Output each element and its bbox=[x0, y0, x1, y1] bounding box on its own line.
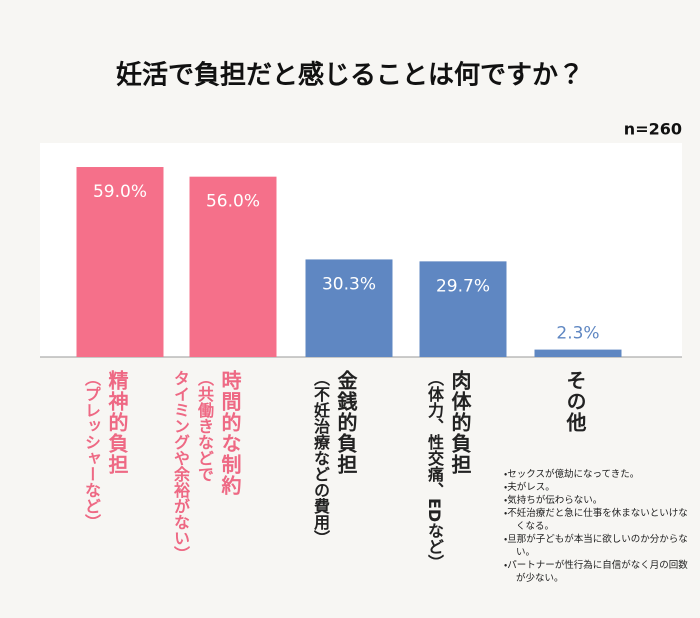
value-label: 59.0% bbox=[93, 182, 147, 202]
bar bbox=[419, 261, 507, 357]
sample-size: n=260 bbox=[624, 120, 682, 139]
value-label: 30.3% bbox=[322, 274, 376, 294]
category-name: 金銭的負担 bbox=[334, 370, 358, 475]
comment: パートナーが性行為に自信がなく月の回数が少ない。 bbox=[504, 559, 689, 585]
value-label: 56.0% bbox=[206, 192, 260, 212]
category-note: （不妊治療などの費用） bbox=[311, 370, 330, 546]
other-comments: セックスが億劫になってきた。夫がレス。気持ちが伝わらない。不妊治療だと急に仕事を… bbox=[504, 468, 689, 585]
category-label: 精神的負担 （プレッシャーなど） bbox=[79, 370, 132, 530]
comment: 気持ちが伝わらない。 bbox=[504, 494, 689, 507]
bar bbox=[189, 176, 277, 357]
bar bbox=[305, 259, 393, 357]
comment: 旦那が子どもが本当に欲しいのか分からない。 bbox=[504, 533, 689, 559]
comment: セックスが億劫になってきた。 bbox=[504, 468, 689, 481]
value-label: 2.3% bbox=[556, 324, 599, 344]
category-name: その他 bbox=[563, 370, 587, 433]
value-label: 29.7% bbox=[436, 276, 490, 296]
category-name: 肉体的負担 bbox=[448, 370, 472, 475]
bar bbox=[534, 349, 622, 357]
category-note: （体力、性交痛、EDなど） bbox=[425, 370, 444, 571]
category-label: 金銭的負担 （不妊治療などの費用） bbox=[308, 370, 361, 546]
category-name: 精神的負担 bbox=[105, 370, 129, 475]
comment: 不妊治療だと急に仕事を休まないといけなくなる。 bbox=[504, 507, 689, 533]
category-note: （プレッシャーなど） bbox=[82, 370, 101, 530]
chart-title: 妊活で負担だと感じることは何ですか？ bbox=[116, 60, 584, 91]
bar bbox=[76, 167, 164, 357]
category-label: 時間的な制約 （共働きなどで タイミングや余裕がない） bbox=[168, 370, 245, 562]
category-label: 肉体的負担 （体力、性交痛、EDなど） bbox=[422, 370, 475, 570]
category-name: 時間的な制約 bbox=[218, 370, 242, 496]
category-note: （共働きなどで bbox=[195, 370, 214, 482]
category-label: その他 bbox=[561, 370, 590, 433]
category-note: タイミングや余裕がない） bbox=[171, 370, 190, 562]
comment: 夫がレス。 bbox=[504, 481, 689, 494]
